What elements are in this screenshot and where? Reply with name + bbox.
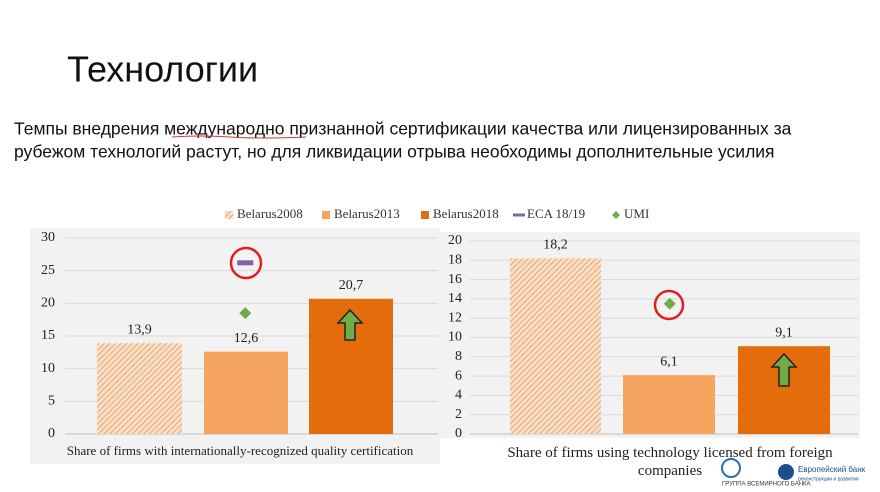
category-label: Share of firms using technology licensed… <box>507 445 833 479</box>
y-tick-label: 0 <box>48 426 55 441</box>
logo-text: Европейский банк <box>798 465 866 474</box>
legend-label: Belarus2008 <box>237 206 303 221</box>
bar <box>97 343 182 434</box>
value-label: 9,1 <box>775 325 793 340</box>
y-tick-label: 10 <box>41 361 55 376</box>
marker-diamond <box>663 297 676 310</box>
legend-label: ECA 18/19 <box>527 206 585 221</box>
y-tick-label: 25 <box>41 263 55 278</box>
legend-label: Belarus2018 <box>433 206 499 221</box>
bar <box>623 375 715 434</box>
y-tick-label: 8 <box>455 349 462 364</box>
y-tick-label: 20 <box>41 296 55 311</box>
y-tick-label: 5 <box>48 394 55 409</box>
legend-swatch <box>421 211 429 219</box>
up-arrow <box>770 352 798 387</box>
value-label: 20,7 <box>339 278 364 293</box>
y-tick-label: 10 <box>448 330 462 345</box>
logo-text: ГРУППА ВСЕМИРНОГО БАНКА <box>722 482 811 488</box>
subtitle-line: Темпы внедрения международно признанной … <box>14 119 792 139</box>
y-tick-label: 20 <box>448 233 462 248</box>
legend-label: Belarus2013 <box>334 206 400 221</box>
y-tick-label: 2 <box>455 407 462 422</box>
y-tick-label: 0 <box>455 426 462 441</box>
value-label: 13,9 <box>127 322 152 337</box>
legend-swatch <box>612 211 620 219</box>
legend-swatch <box>322 211 330 219</box>
highlight-circle <box>229 246 263 280</box>
value-label: 6,1 <box>660 354 678 369</box>
y-tick-label: 18 <box>448 253 462 268</box>
marker-diamond <box>239 307 252 320</box>
bar <box>204 351 288 434</box>
legend-label: UMI <box>624 206 649 221</box>
value-label: 18,2 <box>543 238 568 253</box>
y-tick-label: 15 <box>41 328 55 343</box>
highlight-circle <box>653 289 685 321</box>
world-bank-logo <box>721 458 741 478</box>
up-arrow <box>336 308 364 341</box>
y-tick-label: 14 <box>448 291 462 306</box>
legend-swatch <box>225 211 233 219</box>
legend-swatch <box>513 213 525 217</box>
slide-title: Технологии <box>67 49 258 90</box>
category-label: Share of firms with internationally-reco… <box>66 443 414 458</box>
spell-underline <box>171 135 307 139</box>
logo-text: реконструкции и развития <box>798 476 859 482</box>
subtitle-line: рубежом технологий растут, но для ликвид… <box>14 142 775 162</box>
y-tick-label: 12 <box>448 310 462 325</box>
bar <box>510 258 601 434</box>
y-tick-label: 6 <box>455 368 462 383</box>
y-tick-label: 16 <box>448 272 462 287</box>
y-tick-label: 4 <box>455 388 462 403</box>
ebrd-logo <box>778 464 794 480</box>
y-tick-label: 30 <box>41 230 55 245</box>
marker-line <box>237 260 254 266</box>
value-label: 12,6 <box>234 331 259 346</box>
